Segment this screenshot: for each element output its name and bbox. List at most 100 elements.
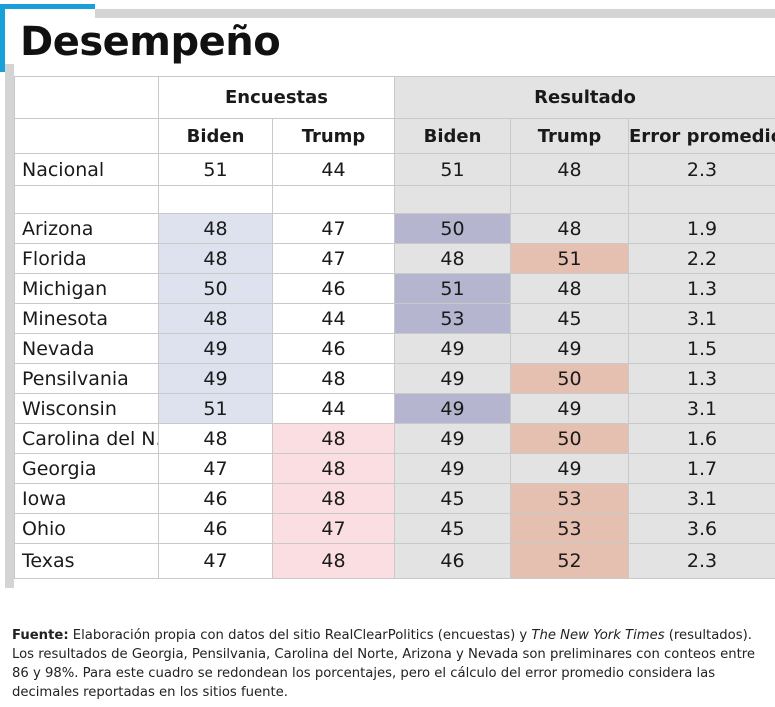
row-label: Nevada (14, 333, 159, 364)
cell-error: 3.6 (628, 513, 775, 544)
col-header-res-trump: Trump (510, 118, 630, 154)
spacer-row (14, 185, 775, 214)
row-label: Ohio (14, 513, 159, 544)
cell-poll-biden: 47 (158, 543, 273, 579)
left-rule (5, 64, 14, 588)
col-header-res-biden: Biden (394, 118, 512, 154)
cell-res-trump: 51 (510, 243, 630, 274)
spacer-cell (510, 185, 630, 214)
accent-bar-top (0, 4, 95, 9)
spacer-cell (394, 185, 512, 214)
cell-error: 3.1 (628, 483, 775, 514)
footnote-source: The New York Times (531, 628, 665, 643)
col-header-poll-biden: Biden (158, 118, 273, 154)
cell-res-biden: 45 (394, 483, 512, 514)
cell-poll-trump: 48 (271, 453, 396, 484)
cell-poll-biden: 50 (158, 273, 273, 304)
performance-table: Encuestas Resultado Biden Trump Biden Tr… (14, 76, 775, 579)
row-label: Pensilvania (14, 363, 159, 394)
cell-res-biden: 45 (394, 513, 512, 544)
cell-poll-biden: 48 (158, 243, 273, 274)
cell-poll-biden: 46 (158, 483, 273, 514)
spacer-cell (271, 185, 396, 214)
cell-poll-trump: 48 (271, 423, 396, 454)
footnote-label: Fuente: (12, 628, 69, 643)
col-header-poll-trump: Trump (271, 118, 396, 154)
cell-error: 3.1 (628, 393, 775, 424)
cell-error: 2.3 (628, 543, 775, 579)
cell-poll-trump: 47 (271, 213, 396, 244)
cell-res-trump: 49 (510, 393, 630, 424)
table-row: Wisconsin 51 44 49 49 3.1 (14, 393, 775, 424)
footnote-text-1: Elaboración propia con datos del sitio R… (68, 628, 532, 643)
spacer-cell (158, 185, 273, 214)
cell-res-trump: 45 (510, 303, 630, 334)
table-row: Michigan 50 46 51 48 1.3 (14, 273, 775, 304)
table-row: Georgia 47 48 49 49 1.7 (14, 453, 775, 484)
row-label: Georgia (14, 453, 159, 484)
cell-poll-trump: 46 (271, 333, 396, 364)
table-row: Pensilvania 49 48 49 50 1.3 (14, 363, 775, 394)
cell-res-trump: 50 (510, 363, 630, 394)
group-header-row: Encuestas Resultado (14, 76, 775, 119)
cell-res-trump: 53 (510, 513, 630, 544)
cell-poll-trump: 44 (271, 393, 396, 424)
cell-res-biden: 49 (394, 453, 512, 484)
col-header-error: Error promedio (628, 118, 775, 154)
row-label: Iowa (14, 483, 159, 514)
cell-poll-biden: 49 (158, 333, 273, 364)
table-row: Minesota 48 44 53 45 3.1 (14, 303, 775, 334)
cell-res-trump: 49 (510, 333, 630, 364)
spacer-cell (14, 185, 159, 214)
cell-poll-trump: 48 (271, 363, 396, 394)
row-label: Carolina del N. (14, 423, 159, 454)
cell-res-biden: 49 (394, 423, 512, 454)
cell-poll-biden: 49 (158, 363, 273, 394)
cell-error: 1.9 (628, 213, 775, 244)
cell-poll-trump: 46 (271, 273, 396, 304)
cell-res-biden: 51 (394, 273, 512, 304)
cell-res-trump: 52 (510, 543, 630, 579)
accent-bar-left (0, 4, 5, 72)
cell-error: 1.3 (628, 363, 775, 394)
group-header-polls: Encuestas (157, 76, 396, 119)
cell-poll-trump: 47 (271, 243, 396, 274)
footnote: Fuente: Elaboración propia con datos del… (12, 626, 764, 702)
row-label: Minesota (14, 303, 159, 334)
cell-res-trump: 48 (510, 153, 630, 186)
row-label: Wisconsin (14, 393, 159, 424)
cell-poll-biden: 51 (158, 393, 273, 424)
cell-res-biden: 49 (394, 393, 512, 424)
row-label: Michigan (14, 273, 159, 304)
footnote-text-2: (resultados). Los resultados de Georgia,… (12, 628, 756, 700)
cell-poll-biden: 48 (158, 423, 273, 454)
group-header-results: Resultado (394, 76, 775, 119)
row-label: Arizona (14, 213, 159, 244)
cell-poll-trump: 48 (271, 483, 396, 514)
table-row: Nevada 49 46 49 49 1.5 (14, 333, 775, 364)
cell-res-trump: 49 (510, 453, 630, 484)
row-label: Texas (14, 543, 159, 579)
row-label: Nacional (14, 153, 159, 186)
cell-error: 2.2 (628, 243, 775, 274)
cell-res-biden: 51 (394, 153, 512, 186)
column-header-row: Biden Trump Biden Trump Error promedio (14, 118, 775, 154)
cell-error: 1.3 (628, 273, 775, 304)
cell-error: 3.1 (628, 303, 775, 334)
cell-res-biden: 49 (394, 363, 512, 394)
row-label: Florida (14, 243, 159, 274)
cell-poll-biden: 46 (158, 513, 273, 544)
header-rule (95, 9, 775, 18)
table-row: Ohio 46 47 45 53 3.6 (14, 513, 775, 544)
cell-res-trump: 48 (510, 273, 630, 304)
cell-poll-trump: 48 (271, 543, 396, 579)
cell-poll-biden: 48 (158, 303, 273, 334)
cell-poll-biden: 51 (158, 153, 273, 186)
cell-res-biden: 46 (394, 543, 512, 579)
cell-error: 1.6 (628, 423, 775, 454)
cell-res-biden: 48 (394, 243, 512, 274)
cell-error: 1.5 (628, 333, 775, 364)
cell-res-biden: 53 (394, 303, 512, 334)
spacer-cell (628, 185, 775, 214)
cell-error: 1.7 (628, 453, 775, 484)
